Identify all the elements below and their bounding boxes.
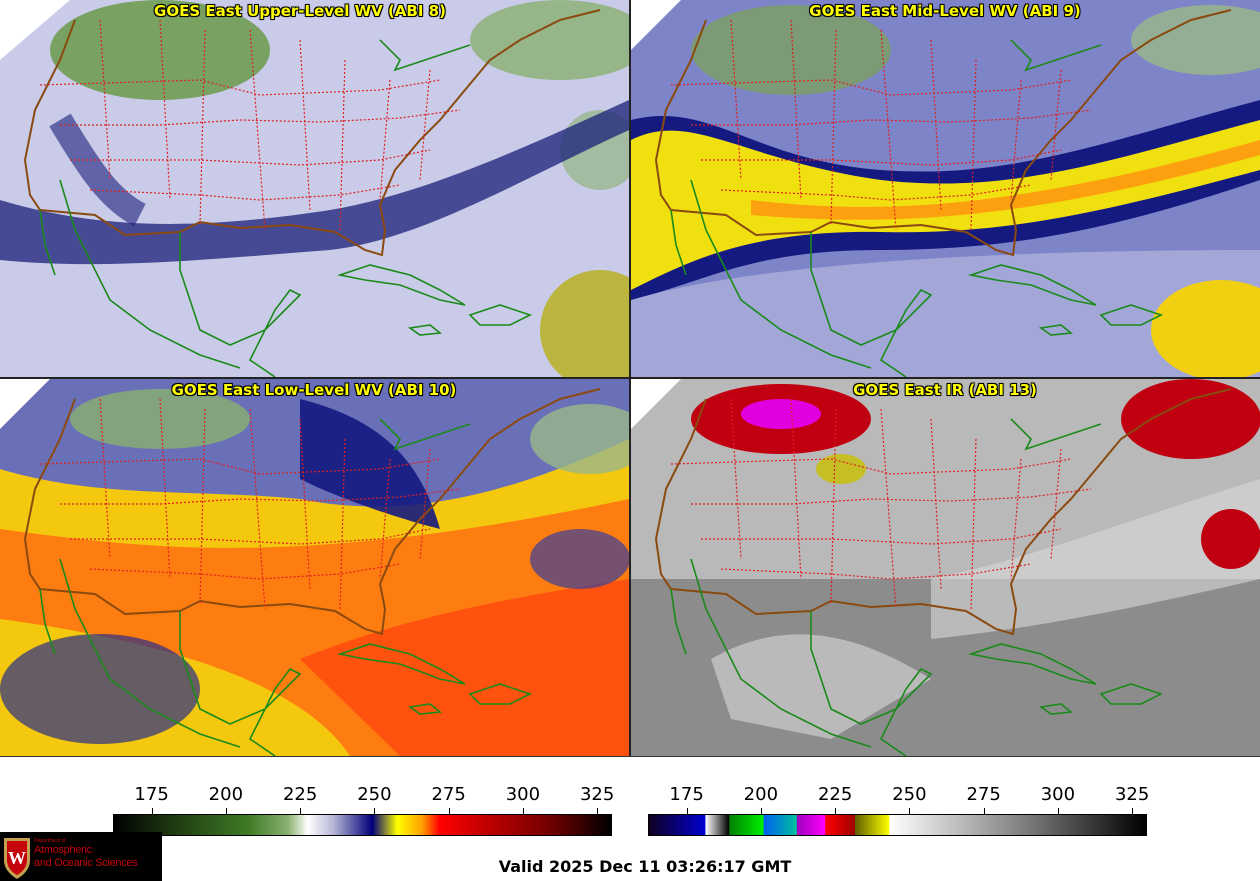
- valid-time: Valid 2025 Dec 11 03:26:17 GMT: [498, 857, 792, 876]
- colorbar-tick-label: 175: [134, 784, 169, 805]
- logo-line1: Atmospheric: [34, 844, 92, 856]
- colorbar-tick: [151, 808, 153, 814]
- panel-title: GOES East Mid-Level WV (ABI 9): [809, 2, 1081, 20]
- colorbar-tick-label: 275: [431, 784, 466, 805]
- logo-dept: Department of: [34, 838, 66, 844]
- ir-image: [631, 379, 1260, 756]
- panel-ir: GOES East IR (ABI 13): [631, 379, 1260, 756]
- colorbar-tick: [522, 808, 524, 814]
- colorbar-tick: [300, 808, 302, 814]
- colorbar-tick: [597, 808, 599, 814]
- colorbar-tick: [909, 808, 911, 814]
- colorbar-tick: [686, 808, 688, 814]
- panel-title: GOES East IR (ABI 13): [853, 381, 1037, 399]
- aos-logo: W Department of Atmospheric and Oceanic …: [0, 832, 162, 881]
- colorbar-gradient: [648, 814, 1147, 836]
- colorbar-tick-label: 325: [1114, 784, 1150, 805]
- colorbar-tick: [448, 808, 450, 814]
- low-level-wv-image: [0, 379, 629, 756]
- colorbar-tick-label: 250: [357, 784, 392, 805]
- colorbar-tick-label: 225: [282, 784, 318, 805]
- colorbar-tick-label: 300: [505, 784, 541, 805]
- colorbar-tick-label: 300: [1040, 784, 1076, 805]
- colorbar-tick-label: 250: [892, 784, 927, 805]
- colorbar-tick: [1057, 808, 1059, 814]
- panel-divider-horizontal: [0, 377, 1260, 379]
- upper-level-wv-image: [0, 0, 629, 377]
- colorbar-tick-label: 200: [208, 784, 244, 805]
- colorbar-tick: [1132, 808, 1134, 814]
- panel-title: GOES East Upper-Level WV (ABI 8): [154, 2, 446, 20]
- panel-upper-level-wv: GOES East Upper-Level WV (ABI 8): [0, 0, 629, 377]
- panel-title: GOES East Low-Level WV (ABI 10): [171, 381, 457, 399]
- colorbar-tick-label: 200: [743, 784, 779, 805]
- uw-crest-icon: W: [4, 838, 30, 879]
- panel-bottom-border: [0, 756, 1260, 757]
- mid-level-wv-image: [631, 0, 1260, 377]
- colorbar-tick: [760, 808, 762, 814]
- logo-line2: and Oceanic Sciences: [34, 857, 138, 869]
- panel-low-level-wv: GOES East Low-Level WV (ABI 10): [0, 379, 629, 756]
- colorbar-tick: [983, 808, 985, 814]
- colorbar-tick-label: 225: [817, 784, 853, 805]
- colorbar-gradient: [113, 814, 612, 836]
- panel-mid-level-wv: GOES East Mid-Level WV (ABI 9): [631, 0, 1260, 377]
- colorbar-tick-label: 325: [579, 784, 615, 805]
- colorbar-tick-label: 175: [669, 784, 704, 805]
- colorbar-tick: [225, 808, 227, 814]
- crest-letter: W: [8, 848, 26, 868]
- colorbar-tick: [374, 808, 376, 814]
- colorbar-tick-label: 275: [966, 784, 1001, 805]
- colorbar-tick: [835, 808, 837, 814]
